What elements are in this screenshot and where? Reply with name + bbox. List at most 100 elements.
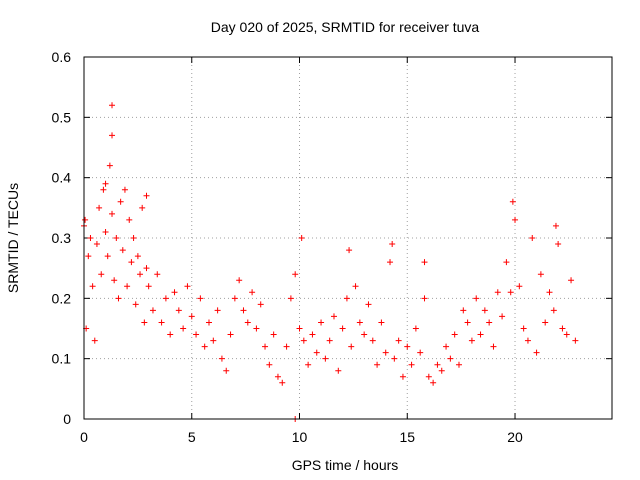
x-tick-label: 0 bbox=[80, 429, 88, 445]
data-point bbox=[499, 313, 506, 320]
data-point bbox=[124, 283, 131, 290]
y-tick-label: 0.2 bbox=[52, 290, 72, 306]
data-point bbox=[119, 247, 126, 254]
data-point bbox=[283, 343, 290, 350]
y-tick-label: 0.4 bbox=[52, 170, 72, 186]
data-point bbox=[382, 349, 389, 356]
data-point bbox=[408, 361, 415, 368]
data-point bbox=[421, 295, 428, 302]
data-point bbox=[214, 307, 221, 314]
data-point bbox=[387, 259, 394, 266]
data-point bbox=[87, 235, 94, 241]
data-point bbox=[389, 241, 396, 248]
data-point bbox=[218, 355, 225, 362]
x-tick-label: 15 bbox=[399, 429, 415, 445]
data-point bbox=[158, 319, 165, 326]
data-point bbox=[365, 301, 372, 308]
data-point bbox=[296, 325, 303, 332]
data-point bbox=[486, 319, 493, 326]
data-point bbox=[443, 343, 450, 350]
data-point bbox=[378, 319, 385, 326]
data-point bbox=[93, 241, 100, 248]
x-tick-label: 5 bbox=[188, 429, 196, 445]
data-point bbox=[391, 355, 398, 362]
data-point bbox=[111, 277, 118, 284]
data-point bbox=[481, 307, 488, 314]
data-points bbox=[81, 102, 579, 422]
data-point bbox=[240, 307, 247, 314]
data-point bbox=[477, 331, 484, 338]
data-point bbox=[572, 337, 579, 344]
data-point bbox=[137, 271, 144, 278]
data-point bbox=[262, 343, 269, 350]
data-point bbox=[113, 235, 120, 241]
data-point bbox=[516, 283, 523, 290]
data-point bbox=[287, 295, 294, 302]
data-point bbox=[109, 102, 116, 109]
y-axis-label: SRMTID / TECUs bbox=[5, 183, 21, 293]
data-point bbox=[167, 331, 174, 338]
data-point bbox=[102, 228, 109, 235]
data-point bbox=[335, 367, 342, 374]
data-point bbox=[412, 325, 419, 332]
data-point bbox=[563, 331, 570, 338]
x-tick-label: 20 bbox=[507, 429, 523, 445]
data-point bbox=[330, 313, 337, 320]
data-point bbox=[98, 271, 105, 278]
data-point bbox=[421, 259, 428, 266]
data-point bbox=[520, 325, 527, 332]
data-point bbox=[180, 325, 187, 332]
data-point bbox=[244, 319, 251, 326]
y-tick-label: 0.6 bbox=[52, 49, 72, 65]
data-point bbox=[490, 343, 497, 350]
data-point bbox=[201, 343, 208, 350]
data-point bbox=[503, 259, 510, 266]
data-point bbox=[447, 355, 454, 362]
data-point bbox=[104, 253, 111, 260]
data-point bbox=[309, 331, 316, 338]
data-point bbox=[533, 349, 540, 356]
y-tick-labels: 0 0.1 0.2 0.3 0.4 0.5 0.6 bbox=[52, 49, 72, 427]
data-point bbox=[300, 337, 307, 344]
data-point bbox=[257, 301, 264, 308]
data-point bbox=[425, 373, 432, 380]
data-point bbox=[374, 361, 381, 368]
data-point bbox=[546, 289, 553, 296]
x-axis-label: GPS time / hours bbox=[292, 457, 399, 473]
data-point bbox=[132, 301, 139, 308]
y-tick-label: 0 bbox=[63, 411, 71, 427]
data-point bbox=[154, 271, 161, 278]
data-point bbox=[109, 210, 116, 217]
data-point bbox=[292, 271, 299, 278]
data-point bbox=[326, 337, 333, 344]
data-point bbox=[96, 204, 103, 211]
data-point bbox=[494, 289, 501, 296]
data-point bbox=[117, 198, 124, 205]
data-point bbox=[197, 295, 204, 302]
data-point bbox=[455, 361, 462, 368]
data-point bbox=[395, 337, 402, 344]
data-point bbox=[434, 361, 441, 368]
data-point bbox=[559, 325, 566, 332]
data-point bbox=[89, 283, 96, 290]
data-point bbox=[85, 253, 92, 260]
data-point bbox=[438, 367, 445, 374]
x-tick-label: 10 bbox=[292, 429, 308, 445]
data-point bbox=[91, 337, 98, 344]
data-point bbox=[193, 331, 200, 338]
data-point bbox=[339, 325, 346, 332]
data-point bbox=[305, 361, 312, 368]
chart-title: Day 020 of 2025, SRMTID for receiver tuv… bbox=[211, 19, 480, 35]
data-point bbox=[537, 271, 544, 278]
data-point bbox=[249, 289, 256, 296]
data-point bbox=[274, 373, 281, 380]
data-point bbox=[468, 337, 475, 344]
data-point bbox=[143, 265, 150, 272]
data-point bbox=[298, 235, 305, 241]
y-tick-label: 0.1 bbox=[52, 351, 72, 367]
data-point bbox=[507, 289, 514, 296]
data-point bbox=[141, 319, 148, 326]
data-point bbox=[361, 331, 368, 338]
data-point bbox=[399, 373, 406, 380]
data-point bbox=[227, 331, 234, 338]
